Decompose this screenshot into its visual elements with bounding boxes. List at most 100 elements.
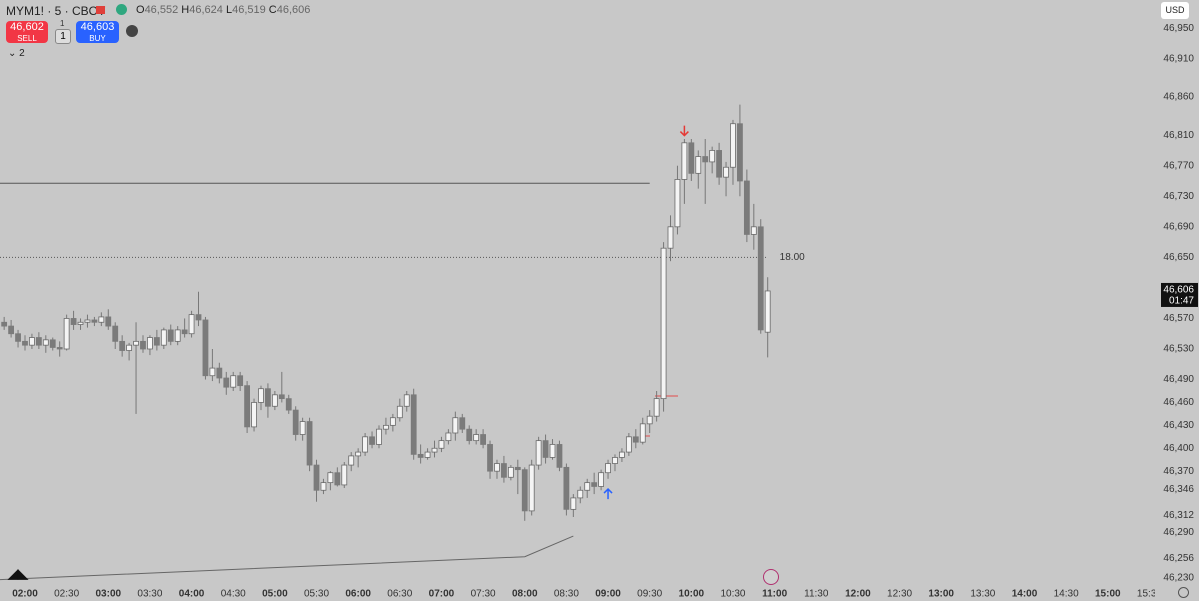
y-tick-label: 46,256 xyxy=(1163,553,1194,564)
candle-body xyxy=(230,375,237,388)
candle-body xyxy=(56,347,63,350)
candle-body xyxy=(251,402,257,428)
indicators-toggle[interactable]: ⌄ 2 xyxy=(8,48,25,59)
y-tick-label: 46,490 xyxy=(1163,374,1194,385)
x-tick-label: 14:30 xyxy=(1054,589,1079,600)
y-tick-label: 46,400 xyxy=(1163,443,1194,454)
y-tick-label: 46,346 xyxy=(1163,484,1194,495)
x-tick-label: 06:30 xyxy=(387,589,412,600)
candle-body xyxy=(15,333,21,342)
qty-box[interactable]: 1 xyxy=(55,29,71,44)
candle-body xyxy=(292,409,299,435)
candle-body xyxy=(147,337,153,350)
candle-body xyxy=(646,415,653,425)
candle-body xyxy=(716,150,722,178)
candle-body xyxy=(528,464,535,512)
candle-body xyxy=(49,339,56,348)
candle-body xyxy=(244,385,251,428)
event-icon[interactable] xyxy=(763,569,779,585)
candle-body xyxy=(70,318,77,325)
status-icon xyxy=(116,4,127,15)
x-tick-label: 04:00 xyxy=(179,589,205,600)
candle-body xyxy=(348,455,355,466)
candle-body xyxy=(556,444,563,468)
flag-icon[interactable] xyxy=(96,6,105,14)
x-tick-label: 12:00 xyxy=(845,589,871,600)
candle-body xyxy=(271,394,278,407)
x-tick-label: 03:30 xyxy=(137,589,162,600)
x-tick-label: 11:00 xyxy=(762,589,787,600)
candle-body xyxy=(91,319,98,323)
candle-body xyxy=(42,339,49,346)
candle-body xyxy=(743,180,750,235)
candle-body xyxy=(702,156,709,163)
candle-body xyxy=(258,388,264,403)
candle-body xyxy=(674,179,681,228)
candle-body xyxy=(591,482,598,487)
candle-body xyxy=(265,388,271,407)
ohlc: O46,552 H46,624 L46,519 C46,606 xyxy=(136,4,310,16)
y-tick-label: 46,370 xyxy=(1163,466,1194,477)
ohlc-key: C xyxy=(268,4,277,16)
candle-body xyxy=(570,497,577,510)
candle-body xyxy=(466,428,473,442)
x-tick-label: 08:00 xyxy=(512,589,538,600)
ohlc-key: O xyxy=(136,4,145,16)
buy-button[interactable]: 46,603 BUY xyxy=(76,21,119,43)
candle-body xyxy=(452,417,459,434)
symbol[interactable]: MYM1! · 5 · CBOT xyxy=(6,4,106,18)
x-tick-label: 02:00 xyxy=(12,589,38,600)
settings-icon[interactable] xyxy=(1178,587,1189,598)
x-tick-label: 07:00 xyxy=(429,589,455,600)
candle-body xyxy=(376,428,382,445)
x-tick-label: 09:00 xyxy=(595,589,621,600)
candle-body xyxy=(160,329,167,346)
candle-body xyxy=(8,325,15,335)
x-tick-label: 15:00 xyxy=(1095,589,1121,600)
candle-body xyxy=(84,319,91,323)
candle-body xyxy=(431,447,438,453)
candle-body xyxy=(653,398,660,417)
ohlc-value: 46,552 xyxy=(144,4,179,16)
y-tick-label: 46,770 xyxy=(1163,160,1194,171)
candle-body xyxy=(341,464,348,486)
candle-body xyxy=(605,463,611,474)
candle-body xyxy=(126,344,133,351)
candle-body xyxy=(119,340,126,351)
candle-body xyxy=(521,469,528,512)
x-tick-label: 04:30 xyxy=(221,589,246,600)
candle-body xyxy=(188,314,195,335)
ohlc-value: 46,624 xyxy=(189,4,223,16)
candle-body xyxy=(487,444,493,472)
x-tick-label: 13:00 xyxy=(928,589,954,600)
candle-body xyxy=(688,142,695,174)
currency-button[interactable]: USD xyxy=(1161,2,1189,19)
y-tick-label: 46,430 xyxy=(1163,420,1194,431)
x-tick-label: 09:30 xyxy=(637,589,662,600)
candle-body xyxy=(181,329,188,335)
candle-body xyxy=(112,325,119,342)
x-tick-label: 11:30 xyxy=(804,589,829,600)
candle-body xyxy=(625,436,632,453)
candle-body xyxy=(757,226,764,331)
candle-body xyxy=(438,440,445,449)
y-tick-label: 46,650 xyxy=(1163,252,1194,263)
candle-body xyxy=(494,463,500,472)
info-icon[interactable] xyxy=(126,25,138,37)
candle-body xyxy=(362,436,369,453)
candle-body xyxy=(29,337,35,346)
y-tick-label: 46,950 xyxy=(1163,23,1194,34)
x-tick-label: 03:00 xyxy=(95,589,121,600)
sell-button[interactable]: 46,602 SELL xyxy=(6,21,48,43)
candle-body xyxy=(660,247,667,400)
candle-body xyxy=(389,417,396,426)
buy-label: BUY xyxy=(89,34,106,43)
y-tick-label: 46,230 xyxy=(1163,573,1194,584)
qty-small: 1 xyxy=(60,19,65,28)
x-tick-label: 07:30 xyxy=(471,589,496,600)
candle-body xyxy=(598,472,604,487)
candle-body xyxy=(410,394,417,455)
candle-body xyxy=(167,329,174,342)
candle-body xyxy=(355,451,362,457)
candle-body xyxy=(501,463,507,478)
